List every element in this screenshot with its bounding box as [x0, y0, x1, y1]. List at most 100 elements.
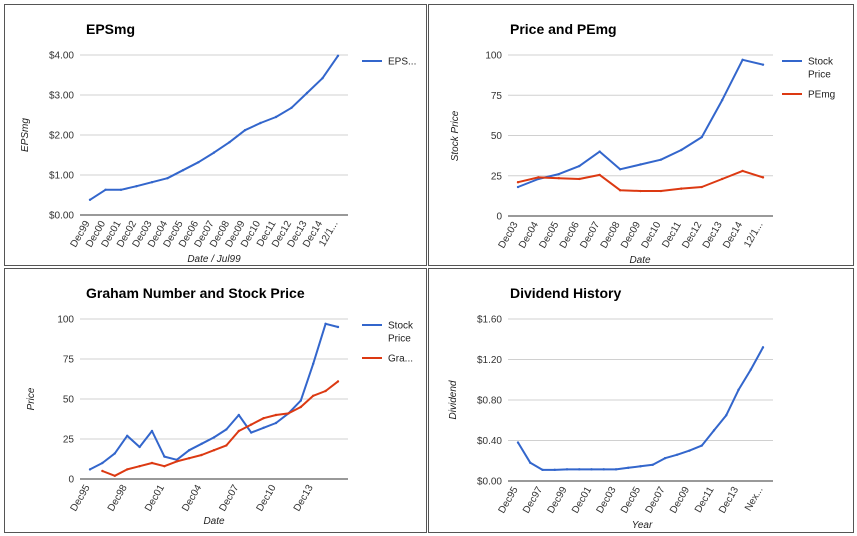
legend-entry: EPS... [362, 57, 416, 68]
x-axis-label: Year [632, 520, 653, 531]
data-point [212, 449, 216, 452]
y-axis-label: Stock Price [450, 110, 461, 161]
data-point [324, 389, 327, 393]
data-point [553, 468, 556, 472]
data-point [557, 172, 561, 176]
data-point [688, 449, 691, 452]
data-point [299, 399, 302, 402]
legend-label: Stock Price [808, 57, 834, 81]
data-point [274, 115, 278, 119]
y-tick-label: $0.00 [49, 211, 74, 222]
y-tick-label: $0.40 [477, 436, 502, 447]
data-point [712, 429, 716, 432]
series-1 [516, 58, 765, 189]
data-point [676, 453, 679, 456]
data-point [761, 346, 765, 349]
data-point [761, 176, 765, 179]
series-1 [516, 346, 765, 472]
legend-label: EPS... [388, 57, 416, 68]
data-point [651, 463, 654, 466]
data-point [305, 91, 309, 95]
data-point [602, 468, 605, 471]
data-point [312, 394, 315, 397]
y-tick-label: 25 [491, 171, 503, 182]
panel-border [4, 268, 427, 533]
data-point [88, 198, 92, 201]
data-point [274, 421, 278, 425]
chart-title: EPSmg [86, 21, 135, 37]
data-point [250, 423, 253, 426]
data-point [150, 461, 154, 465]
data-point [700, 185, 703, 189]
data-point [88, 468, 92, 471]
chart-panel-2: Price and PEmg0255075100Dec03Dec04Dec05D… [428, 4, 854, 266]
data-point [741, 169, 744, 173]
data-point [188, 457, 191, 460]
x-axis-label: Date / Jul99 [187, 254, 241, 265]
data-point [557, 176, 561, 180]
data-point [741, 58, 744, 62]
y-tick-label: 100 [57, 315, 74, 326]
data-point [243, 129, 247, 132]
data-point [680, 187, 683, 190]
y-tick-label: 100 [485, 51, 502, 62]
data-point [324, 322, 327, 325]
data-point [720, 177, 724, 181]
data-point [126, 468, 129, 471]
y-tick-label: 0 [496, 212, 502, 223]
data-point [663, 457, 667, 460]
data-point [113, 474, 117, 477]
data-point [163, 465, 166, 468]
data-point [138, 465, 141, 468]
data-point [336, 380, 340, 383]
data-point [590, 468, 593, 471]
data-point [225, 444, 228, 447]
chart-title: Price and PEmg [510, 21, 617, 37]
y-tick-label: 50 [491, 131, 503, 142]
data-point [113, 452, 117, 455]
data-point [212, 436, 216, 439]
data-point [516, 441, 520, 444]
series-line [101, 380, 339, 477]
series-1 [88, 322, 340, 471]
data-point [181, 169, 185, 172]
data-point [761, 63, 765, 66]
x-axis-label: Date [203, 516, 225, 527]
chart-title: Graham Number and Stock Price [86, 285, 305, 301]
y-tick-label: $1.00 [49, 171, 74, 182]
data-point [150, 429, 154, 433]
data-point [578, 177, 581, 181]
data-point [287, 412, 290, 415]
data-point [262, 417, 265, 420]
data-point [541, 468, 544, 472]
legend-entry: PEmg [782, 90, 835, 101]
data-point [725, 413, 728, 417]
data-point [618, 189, 622, 192]
data-point [737, 388, 740, 392]
data-point [212, 151, 216, 154]
data-point [150, 181, 154, 184]
data-point [166, 177, 169, 180]
y-tick-label: $1.60 [477, 315, 502, 326]
data-point [250, 431, 253, 434]
y-tick-label: $0.80 [477, 396, 502, 407]
data-point [516, 185, 520, 189]
y-tick-label: $3.00 [49, 91, 74, 102]
chart-panel-3: Graham Number and Stock Price 0 25 50 75 100 D… [4, 268, 427, 533]
data-point [197, 161, 200, 164]
data-point [228, 141, 231, 144]
data-point [529, 461, 532, 464]
data-point [237, 429, 240, 433]
data-point [101, 461, 104, 465]
data-point [274, 413, 278, 417]
y-tick-label: 75 [63, 355, 75, 366]
data-point [614, 468, 618, 471]
legend-label: Stock Price [388, 321, 414, 345]
data-point [565, 468, 569, 471]
data-point [299, 405, 302, 409]
data-point [749, 368, 752, 371]
data-point [578, 164, 581, 168]
data-point [627, 466, 630, 470]
y-tick-label: $1.20 [477, 355, 502, 366]
legend-entry: Stock Price [782, 57, 834, 81]
